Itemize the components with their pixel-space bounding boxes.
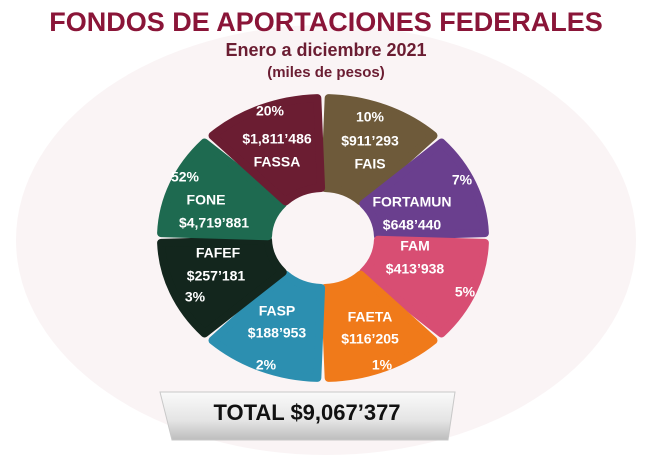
- segment-name: FAIS: [354, 156, 385, 172]
- segment-name: FAFEF: [196, 245, 241, 261]
- percent: 52%: [171, 169, 200, 185]
- segment-name: FAETA: [348, 309, 393, 325]
- segment-name: FORTAMUN: [372, 194, 451, 210]
- background-decoration: [16, 25, 636, 455]
- amount: $188’953: [248, 325, 307, 341]
- subtitle: Enero a diciembre 2021: [225, 40, 426, 60]
- unit: (miles de pesos): [267, 64, 385, 81]
- total: TOTAL $9,067’377: [213, 400, 400, 425]
- percent: 7%: [452, 172, 473, 188]
- infographic: FONDOS DE APORTACIONES FEDERALES Enero a…: [0, 0, 653, 456]
- percent: 10%: [356, 109, 385, 125]
- amount: $648’440: [383, 217, 442, 233]
- amount: $116’205: [341, 331, 399, 347]
- percent: 3%: [185, 289, 206, 305]
- percent: 5%: [455, 284, 476, 300]
- percent: 2%: [256, 357, 277, 373]
- segment-name: FAM: [400, 238, 430, 254]
- amount: $257’181: [187, 268, 246, 284]
- amount: $1,811’486: [242, 131, 312, 147]
- percent: 1%: [372, 357, 393, 373]
- segment-name: FONE: [187, 192, 226, 208]
- segment-name: FASP: [259, 303, 296, 319]
- amount: $911’293: [341, 133, 399, 149]
- amount: $4,719’881: [179, 215, 249, 231]
- title: FONDOS DE APORTACIONES FEDERALES: [49, 7, 603, 37]
- amount: $413’938: [386, 261, 445, 277]
- percent: 20%: [256, 103, 285, 119]
- segment-name: FASSA: [254, 154, 301, 170]
